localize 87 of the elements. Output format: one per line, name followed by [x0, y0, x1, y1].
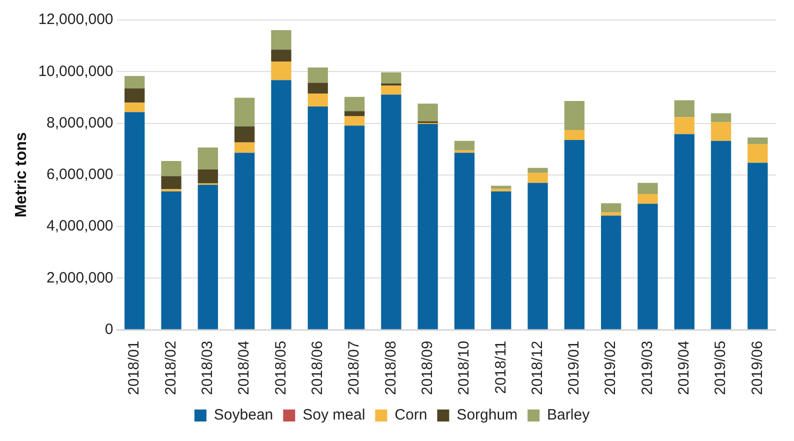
- bar: [491, 191, 512, 330]
- y-tick-label: 12,000,000: [38, 11, 114, 28]
- bar: [600, 216, 622, 330]
- bar: [344, 111, 365, 116]
- x-tick-label: 2018/12: [528, 340, 546, 396]
- bar: [748, 144, 768, 163]
- bar: [454, 152, 475, 330]
- bar: [198, 184, 218, 330]
- bar: [528, 168, 548, 173]
- bar: [271, 30, 292, 50]
- bar: [600, 203, 622, 212]
- x-tick-label: 2019/04: [676, 340, 693, 396]
- bar: [271, 62, 292, 80]
- x-tick-label: 2018/05: [272, 340, 290, 396]
- x-tick-label: 2019/01: [566, 340, 583, 396]
- bar: [308, 68, 328, 83]
- legend-label: Barley: [547, 406, 590, 424]
- bar: [638, 194, 658, 204]
- bar: [234, 142, 255, 153]
- bar: [124, 112, 145, 330]
- bar: [674, 100, 694, 118]
- bar: [198, 169, 218, 184]
- bar: [674, 134, 694, 330]
- bar: [564, 140, 584, 330]
- bar: [491, 186, 512, 189]
- legend-label: Soybean: [214, 406, 274, 424]
- x-tick-label: 2018/02: [162, 340, 180, 396]
- bar: [564, 101, 584, 130]
- bar: [124, 88, 145, 103]
- bar: [710, 122, 732, 141]
- bar: [418, 104, 438, 122]
- bar: [234, 152, 255, 330]
- bar: [564, 130, 584, 140]
- bar: [161, 176, 182, 190]
- bar: [344, 96, 365, 112]
- x-tick-label: 2019/05: [712, 340, 730, 396]
- bar: [528, 172, 548, 183]
- x-tick-label: 2018/06: [308, 340, 326, 396]
- x-tick-label: 2019/03: [638, 340, 656, 396]
- bar: [710, 140, 732, 330]
- x-tick-label: 2018/10: [456, 340, 473, 396]
- bar: [748, 162, 768, 330]
- bar: [234, 98, 255, 126]
- bar: [454, 140, 475, 150]
- bar: [308, 106, 328, 330]
- bar: [381, 86, 402, 95]
- y-axis-title: Metric tons: [13, 132, 30, 218]
- y-tick-label: 4,000,000: [46, 218, 114, 235]
- x-tick-label: 2018/09: [418, 340, 436, 396]
- bar: [161, 160, 182, 176]
- bar: [161, 191, 182, 330]
- bar: [344, 126, 365, 330]
- bar: [710, 113, 732, 122]
- bar: [491, 188, 512, 192]
- bar: [271, 50, 292, 62]
- bar: [308, 94, 328, 106]
- bar: [124, 102, 145, 112]
- x-tick-label: 2018/04: [236, 340, 253, 396]
- x-tick-label: 2019/06: [748, 340, 766, 396]
- bar: [381, 72, 402, 84]
- bar: [308, 82, 328, 94]
- bar: [234, 126, 255, 142]
- y-tick-label: 6,000,000: [46, 166, 114, 184]
- bar: [381, 94, 402, 330]
- legend-label: Corn: [394, 406, 428, 424]
- x-tick-label: 2018/08: [382, 340, 400, 396]
- x-tick-label: 2018/07: [346, 340, 363, 396]
- bar: [528, 182, 548, 330]
- y-tick-label: 10,000,000: [38, 62, 114, 80]
- bar: [344, 116, 365, 126]
- legend-label: Sorghum: [456, 406, 518, 424]
- bar: [638, 182, 658, 194]
- y-tick-label: 2,000,000: [46, 269, 114, 286]
- bar: [748, 137, 768, 144]
- x-tick-label: 2018/01: [126, 340, 143, 396]
- x-tick-label: 2018/11: [492, 340, 510, 394]
- bar: [198, 148, 218, 170]
- x-tick-label: 2019/02: [602, 340, 620, 396]
- y-tick-label: 0: [104, 320, 114, 338]
- bar: [124, 76, 145, 88]
- bar: [638, 204, 658, 330]
- legend-label: Soy meal: [302, 406, 366, 424]
- bar: [674, 117, 694, 134]
- bar: [418, 124, 438, 330]
- x-tick-label: 2018/03: [199, 340, 216, 396]
- y-tick-label: 8,000,000: [46, 114, 114, 132]
- bar: [271, 80, 292, 330]
